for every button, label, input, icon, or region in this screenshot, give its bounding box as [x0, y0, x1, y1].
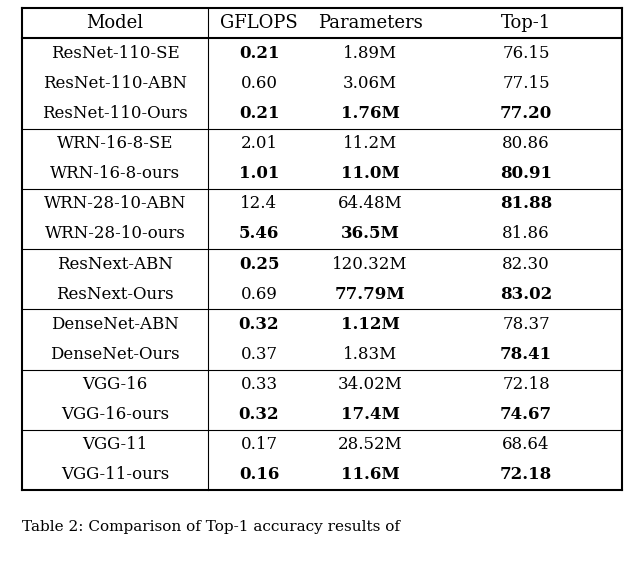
- Text: 80.91: 80.91: [500, 165, 552, 182]
- Text: 0.33: 0.33: [241, 376, 278, 393]
- Text: DenseNet-ABN: DenseNet-ABN: [51, 316, 179, 333]
- Text: 64.48M: 64.48M: [338, 195, 403, 212]
- Text: Model: Model: [86, 14, 143, 32]
- Text: ResNext-Ours: ResNext-Ours: [56, 285, 174, 303]
- Text: 0.16: 0.16: [239, 466, 279, 483]
- Text: 0.21: 0.21: [239, 105, 279, 122]
- Text: 1.01: 1.01: [239, 165, 279, 182]
- Text: 82.30: 82.30: [502, 256, 550, 273]
- Text: 0.32: 0.32: [239, 406, 279, 423]
- Text: 17.4M: 17.4M: [340, 406, 399, 423]
- Text: 77.15: 77.15: [502, 75, 550, 92]
- Text: Parameters: Parameters: [317, 14, 422, 32]
- Text: 1.83M: 1.83M: [343, 346, 397, 363]
- Text: WRN-16-8-ours: WRN-16-8-ours: [50, 165, 180, 182]
- Text: DenseNet-Ours: DenseNet-Ours: [50, 346, 180, 363]
- Text: 120.32M: 120.32M: [332, 256, 408, 273]
- Text: 78.37: 78.37: [502, 316, 550, 333]
- Text: 81.86: 81.86: [502, 225, 550, 243]
- Text: WRN-28-10-ours: WRN-28-10-ours: [45, 225, 186, 243]
- Text: 11.6M: 11.6M: [340, 466, 399, 483]
- Text: GFLOPS: GFLOPS: [220, 14, 298, 32]
- Text: 1.12M: 1.12M: [340, 316, 399, 333]
- Text: 77.20: 77.20: [500, 105, 552, 122]
- Text: 5.46: 5.46: [239, 225, 279, 243]
- Text: 72.18: 72.18: [502, 376, 550, 393]
- Text: 11.2M: 11.2M: [343, 135, 397, 152]
- Text: ResNet-110-SE: ResNet-110-SE: [51, 45, 179, 62]
- Text: 3.06M: 3.06M: [343, 75, 397, 92]
- Text: 34.02M: 34.02M: [337, 376, 403, 393]
- Text: 0.37: 0.37: [241, 346, 278, 363]
- Text: 80.86: 80.86: [502, 135, 550, 152]
- Text: VGG-11-ours: VGG-11-ours: [61, 466, 169, 483]
- Text: ResNet-110-Ours: ResNet-110-Ours: [42, 105, 188, 122]
- Text: 11.0M: 11.0M: [340, 165, 399, 182]
- Text: 0.69: 0.69: [241, 285, 277, 303]
- Text: 1.76M: 1.76M: [340, 105, 399, 122]
- Text: Top-1: Top-1: [501, 14, 551, 32]
- Text: 74.67: 74.67: [500, 406, 552, 423]
- Text: 78.41: 78.41: [500, 346, 552, 363]
- Text: 0.60: 0.60: [241, 75, 278, 92]
- Text: 0.21: 0.21: [239, 45, 279, 62]
- Text: 81.88: 81.88: [500, 195, 552, 212]
- Text: WRN-28-10-ABN: WRN-28-10-ABN: [44, 195, 186, 212]
- Text: 72.18: 72.18: [500, 466, 552, 483]
- Text: 68.64: 68.64: [502, 436, 550, 454]
- Text: 0.25: 0.25: [239, 256, 279, 273]
- Text: 0.32: 0.32: [239, 316, 279, 333]
- Text: 1.89M: 1.89M: [343, 45, 397, 62]
- Text: ResNext-ABN: ResNext-ABN: [57, 256, 173, 273]
- Text: 12.4: 12.4: [241, 195, 278, 212]
- Text: 36.5M: 36.5M: [340, 225, 399, 243]
- Text: 83.02: 83.02: [500, 285, 552, 303]
- Text: 77.79M: 77.79M: [335, 285, 405, 303]
- Text: Table 2: Comparison of Top-1 accuracy results of: Table 2: Comparison of Top-1 accuracy re…: [22, 520, 400, 534]
- Text: 76.15: 76.15: [502, 45, 550, 62]
- Text: VGG-16: VGG-16: [83, 376, 148, 393]
- Text: 0.17: 0.17: [241, 436, 278, 454]
- Text: ResNet-110-ABN: ResNet-110-ABN: [43, 75, 187, 92]
- Text: WRN-16-8-SE: WRN-16-8-SE: [57, 135, 173, 152]
- Text: 2.01: 2.01: [241, 135, 278, 152]
- Text: 28.52M: 28.52M: [338, 436, 403, 454]
- Text: VGG-11: VGG-11: [83, 436, 148, 454]
- Text: VGG-16-ours: VGG-16-ours: [61, 406, 169, 423]
